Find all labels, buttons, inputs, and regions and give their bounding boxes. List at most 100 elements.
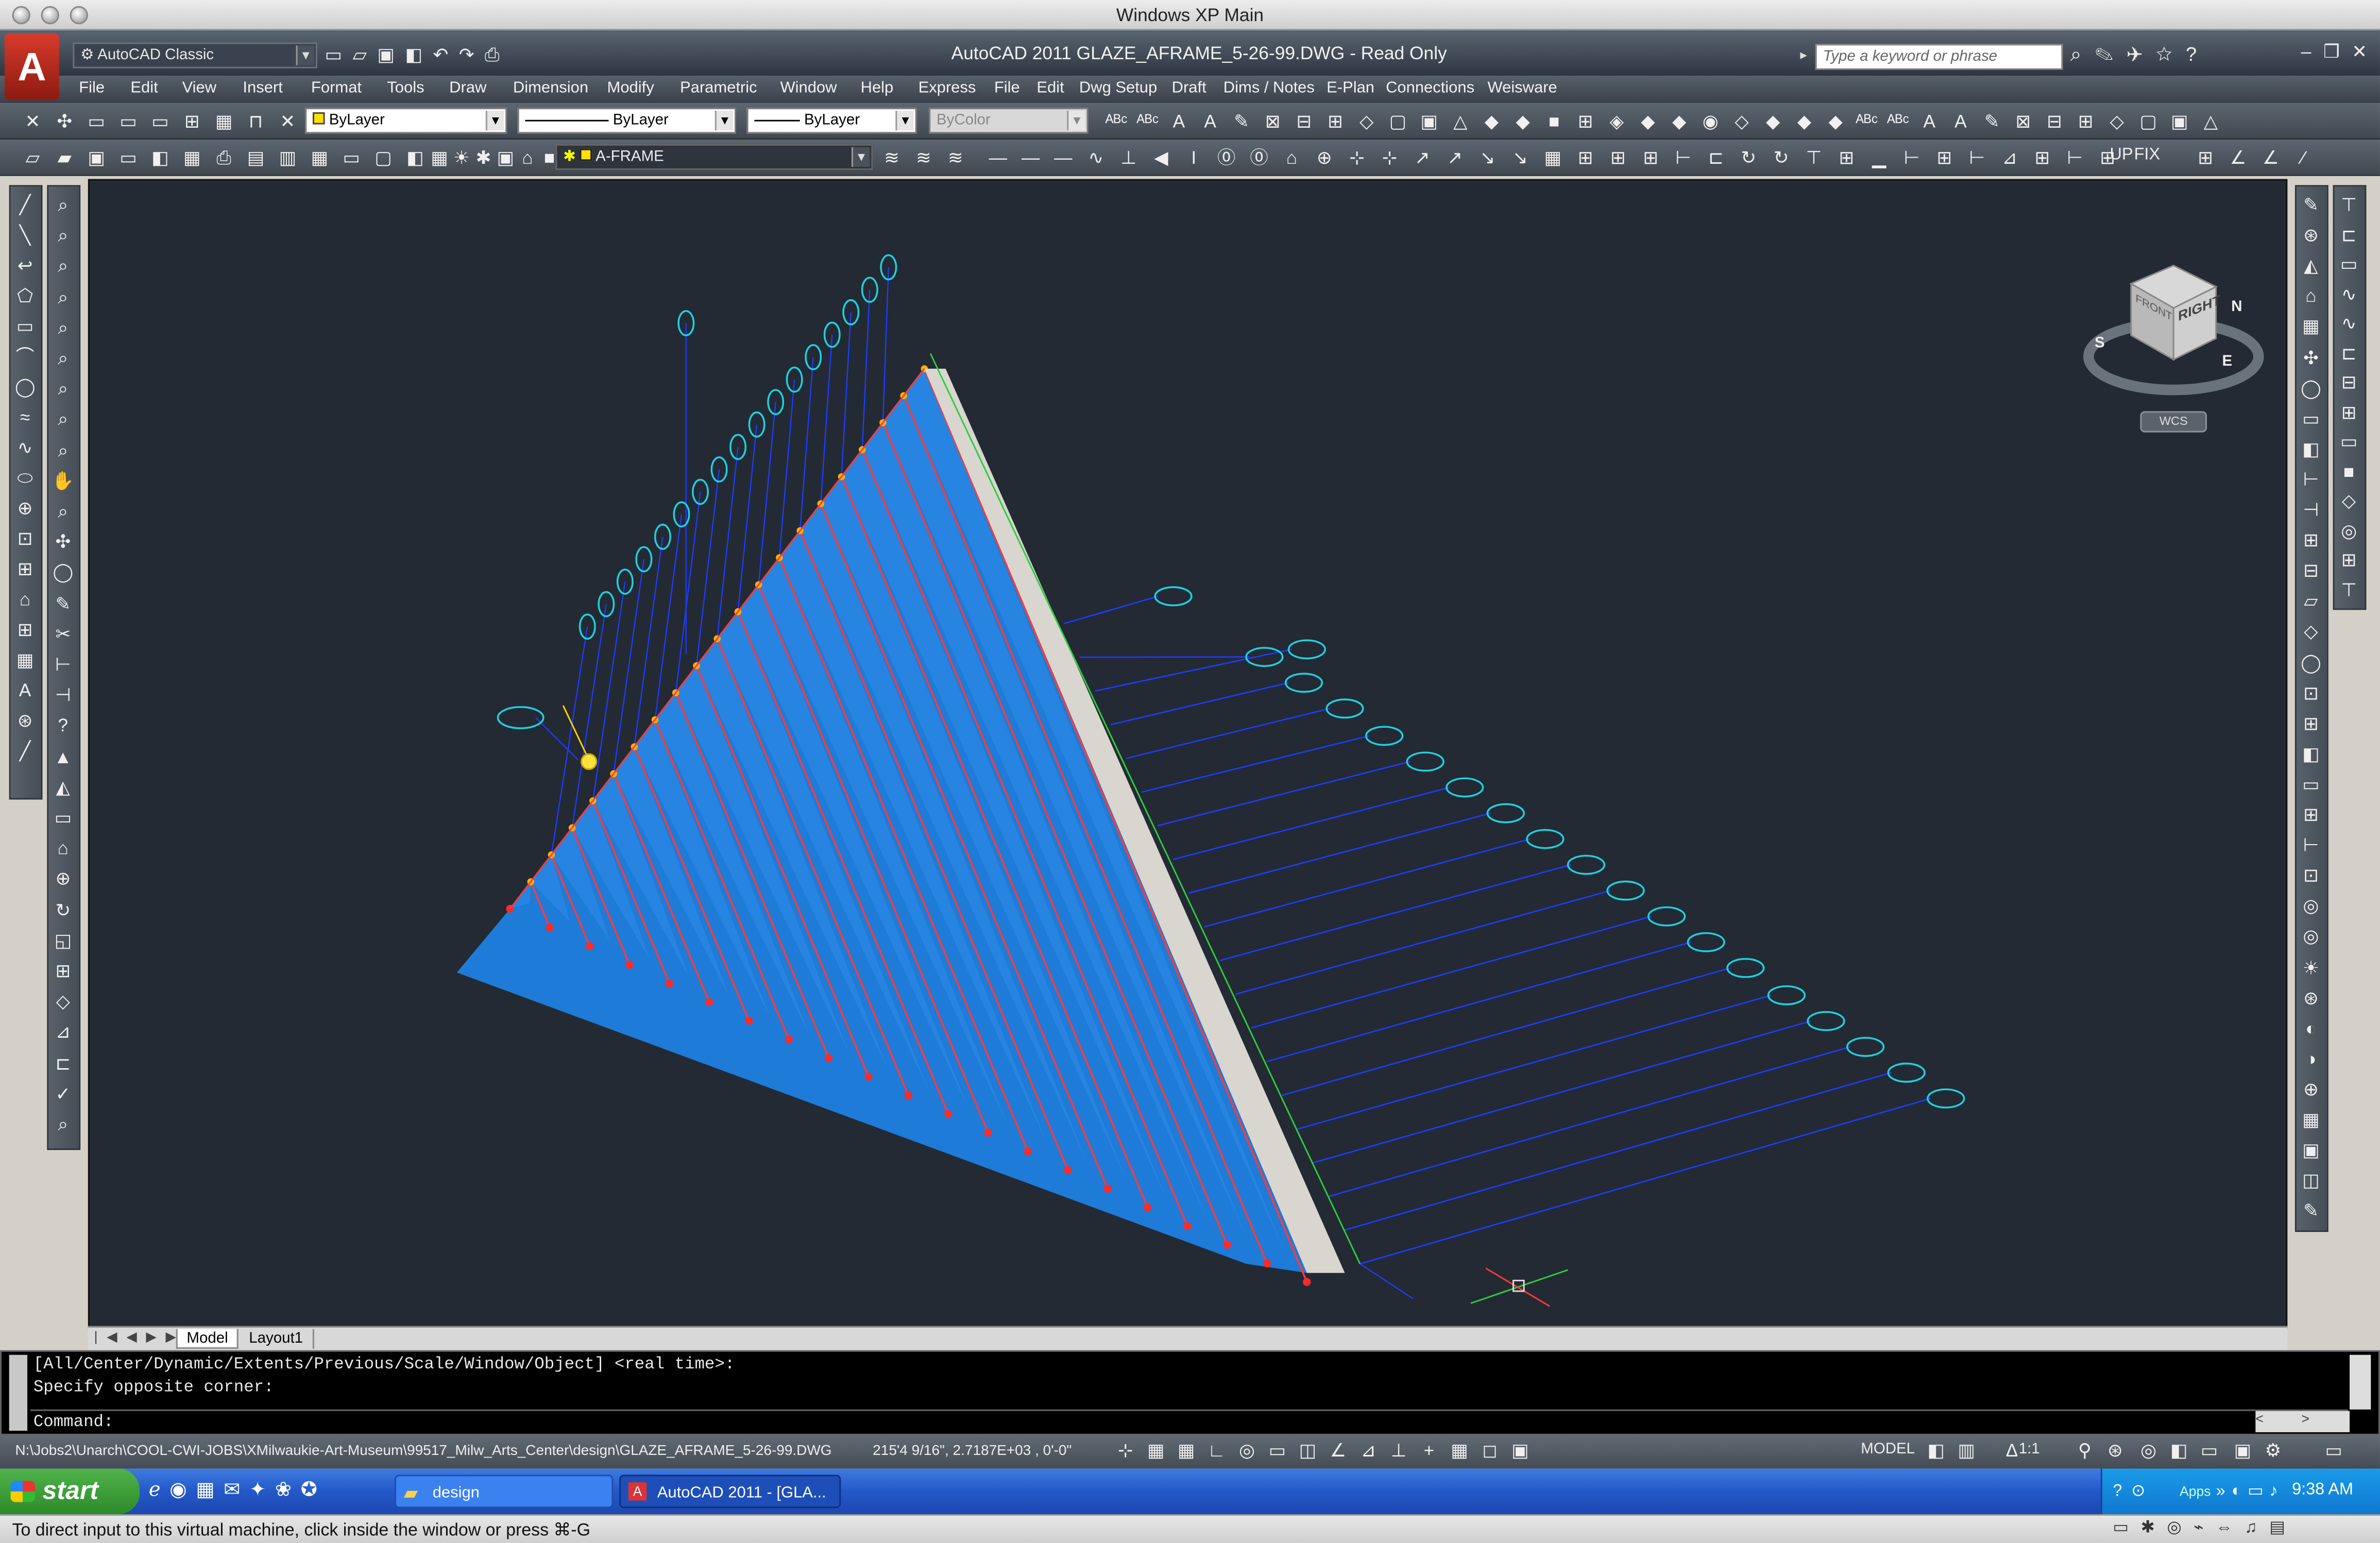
mullion-tag[interactable] bbox=[748, 411, 766, 438]
dimension-tool-icon[interactable]: ∠ bbox=[2262, 147, 2279, 168]
render-tool-icon[interactable]: ∿ bbox=[2341, 312, 2357, 334]
dimension-tool-icon[interactable]: ⊞ bbox=[1577, 147, 1593, 168]
modify-tool-icon[interactable]: ⌕ bbox=[58, 255, 69, 277]
modify-tool-icon[interactable]: ◇ bbox=[56, 991, 70, 1013]
redo-icon[interactable]: ↷ bbox=[458, 44, 485, 65]
tab-layout1[interactable]: Layout1 bbox=[240, 1329, 314, 1349]
sound-vm-icon[interactable]: ♫ bbox=[2245, 1518, 2270, 1537]
standard-tool-icon[interactable]: ⊞ bbox=[184, 111, 200, 132]
layer-tool-icon[interactable]: ☀ bbox=[453, 147, 470, 168]
mullion-bottom-node[interactable] bbox=[745, 1017, 753, 1025]
drafting-toggle-icon[interactable]: ▦ bbox=[1451, 1439, 1468, 1461]
undo-icon[interactable]: ↶ bbox=[433, 44, 459, 65]
tab-model[interactable]: Model bbox=[176, 1329, 239, 1349]
mullion-tag[interactable] bbox=[1284, 673, 1323, 693]
layer-tool-icon[interactable]: ▦ bbox=[431, 147, 448, 168]
layer-tool-icon[interactable]: ■ bbox=[543, 147, 555, 168]
render-tool-icon[interactable]: ⊏ bbox=[2341, 224, 2357, 245]
modify-tool-icon[interactable]: ⌕ bbox=[58, 439, 69, 461]
text-dim-tool-icon[interactable]: ⊠ bbox=[2015, 111, 2031, 132]
zoom-light-icon[interactable] bbox=[70, 6, 88, 25]
file-tool-icon[interactable]: ▥ bbox=[279, 147, 297, 168]
mullion-bottom-node[interactable] bbox=[1064, 1166, 1072, 1174]
cursor-coordinates[interactable]: 215'4 9/16", 2.7187E+03 , 0'-0" bbox=[873, 1443, 1072, 1460]
render-tool-icon[interactable]: ⊤ bbox=[2341, 578, 2357, 601]
menu-edit[interactable]: Edit bbox=[130, 79, 158, 97]
menu-file[interactable]: File bbox=[79, 79, 105, 97]
draw-tool-icon[interactable]: ⬠ bbox=[17, 285, 33, 307]
layer-tools-tool-icon[interactable]: ≋ bbox=[916, 147, 931, 168]
taskbar-autocad[interactable]: AutoCAD 2011 - [GLA... bbox=[619, 1475, 841, 1508]
mullion-bottom-node[interactable] bbox=[944, 1110, 953, 1118]
3d-tool-icon[interactable]: ◇ bbox=[2304, 621, 2318, 643]
modify-tool-icon[interactable]: ▭ bbox=[54, 807, 72, 829]
mullion-tag[interactable] bbox=[805, 344, 822, 370]
file-tool-icon[interactable]: ▱ bbox=[25, 147, 40, 168]
menu-e-plan[interactable]: E-Plan bbox=[1327, 79, 1375, 97]
3d-tool-icon[interactable]: ▦ bbox=[2302, 1109, 2320, 1130]
usb-icon[interactable]: ⌁ bbox=[2194, 1518, 2216, 1537]
3d-tool-icon[interactable]: ⊞ bbox=[2303, 804, 2319, 826]
text-dim-tool-icon[interactable]: ▣ bbox=[1420, 111, 1438, 132]
mullion-bottom-node[interactable] bbox=[1103, 1185, 1112, 1193]
dimension-tool-icon[interactable]: ↻ bbox=[1773, 147, 1789, 168]
text-dim-tool-icon[interactable]: ⊞ bbox=[2078, 111, 2094, 132]
dimension-tool-icon[interactable]: ⊞ bbox=[2100, 147, 2115, 168]
photo-icon[interactable]: ✪ bbox=[300, 1478, 327, 1501]
mullion-tag[interactable] bbox=[1846, 1037, 1885, 1057]
draw-tool-icon[interactable]: ╱ bbox=[19, 194, 31, 216]
render-tool-icon[interactable]: ◇ bbox=[2341, 490, 2356, 511]
draw-tool-icon[interactable]: ⊞ bbox=[17, 619, 33, 641]
render-tool-icon[interactable]: ▭ bbox=[2340, 431, 2358, 452]
adobe-icon[interactable]: ✦ bbox=[249, 1478, 275, 1501]
text-dim-tool-icon[interactable]: ◇ bbox=[1735, 111, 1749, 132]
dimension-tool-icon[interactable]: — bbox=[989, 147, 1007, 168]
mullion-tag[interactable] bbox=[635, 546, 653, 573]
drafting-toggle-icon[interactable]: ▣ bbox=[1511, 1439, 1529, 1461]
3d-tool-icon[interactable]: ⊣ bbox=[2303, 499, 2319, 521]
dimension-tool-icon[interactable]: ∕ bbox=[2302, 147, 2305, 168]
standard-tool-icon[interactable]: ✕ bbox=[25, 111, 41, 132]
file-tool-icon[interactable]: ▭ bbox=[120, 147, 137, 168]
mullion-tag[interactable] bbox=[598, 591, 615, 618]
text-dim-tool-icon[interactable]: A bbox=[1204, 111, 1216, 132]
modify-tool-icon[interactable]: ◯ bbox=[53, 562, 74, 584]
drafting-toggle-icon[interactable]: ◫ bbox=[1299, 1439, 1317, 1461]
draw-tool-icon[interactable]: ◯ bbox=[14, 376, 36, 398]
render-tool-icon[interactable]: ∿ bbox=[2341, 283, 2357, 304]
text-dim-tool-icon[interactable]: ᴬᴮᶜ bbox=[1886, 111, 1910, 132]
file-tool-icon[interactable]: ▣ bbox=[88, 147, 105, 168]
text-dim-tool-icon[interactable]: ⊞ bbox=[1328, 111, 1343, 132]
status-tool-icon[interactable]: ∆ bbox=[2006, 1439, 2018, 1461]
linetype-control[interactable]: ByLayer ▼ bbox=[517, 108, 737, 134]
drafting-toggle-icon[interactable]: ▦ bbox=[1177, 1439, 1195, 1461]
modify-tool-icon[interactable]: ? bbox=[58, 715, 69, 736]
modify-tool-icon[interactable]: ⊢ bbox=[55, 654, 71, 675]
mullion-tag[interactable] bbox=[1486, 803, 1525, 824]
file-tool-icon[interactable]: ⎙ bbox=[216, 147, 231, 168]
render-tool-icon[interactable]: ⊟ bbox=[2341, 371, 2357, 393]
text-dim-tool-icon[interactable]: A bbox=[1954, 111, 1967, 132]
close-icon[interactable]: ✕ bbox=[2352, 41, 2379, 62]
mullion-tag[interactable] bbox=[497, 706, 545, 729]
render-tool-icon[interactable]: ⊞ bbox=[2341, 549, 2357, 571]
dimension-tool-icon[interactable]: ⊢ bbox=[2067, 147, 2083, 168]
dimension-tool-icon[interactable]: ⊹ bbox=[1382, 147, 1398, 168]
dimension-tool-icon[interactable]: ⊞ bbox=[1839, 147, 1855, 168]
dimension-tool-icon[interactable]: I bbox=[1191, 147, 1197, 168]
dimension-tool-icon[interactable]: ⊥ bbox=[1120, 147, 1137, 168]
dimension-tool-icon[interactable]: ↗ bbox=[1447, 147, 1463, 168]
menu-modify[interactable]: Modify bbox=[607, 79, 654, 97]
mullion-tag[interactable] bbox=[673, 501, 690, 527]
text-dim-tool-icon[interactable]: ◆ bbox=[1484, 111, 1499, 132]
3d-tool-icon[interactable]: ◐ bbox=[2305, 1017, 2317, 1039]
dimension-tool-icon[interactable]: ⊞ bbox=[2034, 147, 2050, 168]
command-hscroll[interactable]: < > bbox=[2255, 1411, 2350, 1432]
3d-tool-icon[interactable]: ⊕ bbox=[2303, 1078, 2319, 1100]
3d-tool-icon[interactable]: ☀ bbox=[2303, 956, 2319, 978]
modify-tool-icon[interactable]: ▲ bbox=[54, 746, 72, 767]
drafting-toggle-icon[interactable]: ◻ bbox=[1482, 1439, 1498, 1461]
text-dim-tool-icon[interactable]: ■ bbox=[1549, 111, 1560, 132]
3d-tool-icon[interactable]: ⊡ bbox=[2303, 865, 2319, 886]
workspace-selector[interactable]: ⚙ AutoCAD Classic ▼ bbox=[73, 42, 317, 68]
